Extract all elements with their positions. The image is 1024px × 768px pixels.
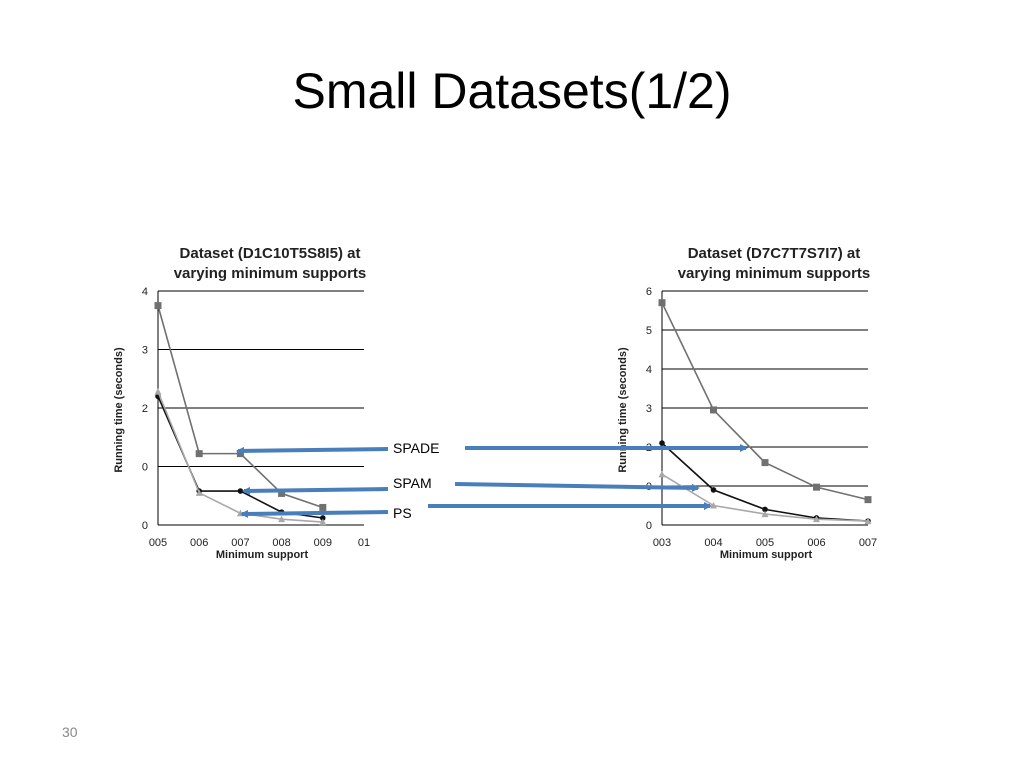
x-axis-label: Minimum support <box>216 549 309 561</box>
data-point <box>710 487 717 493</box>
chart-title-line: Dataset (D1C10T5S8I5) at <box>180 245 361 262</box>
data-point <box>319 503 327 511</box>
chart-title-line: varying minimum supports <box>174 265 367 282</box>
data-point <box>761 459 769 467</box>
y-axis-label: Running time (seconds) <box>113 347 125 473</box>
annotation-spam: SPAM <box>242 475 700 495</box>
data-point <box>237 488 244 494</box>
y-axis-label: Running time (seconds) <box>617 347 629 473</box>
y-tick-label: 0 <box>142 520 148 532</box>
chart-title-line: varying minimum supports <box>678 265 871 282</box>
arrow-to-left-chart <box>240 509 389 518</box>
series-ps <box>658 470 872 525</box>
x-tick-label: 007 <box>859 537 877 549</box>
slide-title: Small Datasets(1/2) <box>292 63 732 119</box>
series-line-spade <box>157 305 324 509</box>
series-spade <box>154 302 327 511</box>
y-tick-label: 2 <box>142 403 148 415</box>
data-point <box>658 299 666 307</box>
x-tick-label: 003 <box>653 537 671 549</box>
data-point <box>320 515 326 521</box>
x-tick-label: 005 <box>149 537 167 549</box>
y-tick-label: 3 <box>142 345 148 357</box>
y-tick-label: 3 <box>646 403 652 415</box>
y-tick-label: 4 <box>142 286 148 298</box>
data-point <box>154 302 162 310</box>
annotation-label: SPADE <box>393 440 439 456</box>
slide-number: 30 <box>62 724 78 740</box>
data-point <box>761 510 769 518</box>
x-tick-label: 008 <box>272 537 290 549</box>
y-tick-label: 0 <box>646 520 652 532</box>
x-tick-label: 009 <box>314 537 332 549</box>
arrow-to-left-chart <box>236 446 389 455</box>
data-point <box>864 517 872 525</box>
annotation-spade: SPADE <box>236 440 748 456</box>
x-tick-label: 006 <box>190 537 208 549</box>
series-spade <box>658 299 872 504</box>
data-point <box>813 515 820 523</box>
data-point <box>195 489 203 496</box>
data-point <box>710 406 717 414</box>
x-tick-label: 01 <box>358 537 370 549</box>
data-point <box>813 483 820 491</box>
data-point <box>319 518 327 526</box>
arrow-to-left-chart <box>242 486 389 495</box>
data-point <box>659 440 665 446</box>
annotation-ps: PS <box>240 502 712 521</box>
y-tick-label: 6 <box>646 286 652 298</box>
data-point <box>154 388 162 395</box>
annotation-label: PS <box>393 505 412 521</box>
arrow-to-right-chart <box>454 482 700 492</box>
chart-title-line: Dataset (D7C7T7S7I7) at <box>688 245 861 262</box>
annotation-label: SPAM <box>393 475 432 491</box>
data-point <box>278 489 286 497</box>
chart-right: Dataset (D7C7T7S7I7) at varying minimum s… <box>617 245 877 561</box>
y-tick-label: 5 <box>646 325 652 337</box>
x-tick-label: 007 <box>231 537 249 549</box>
x-axis-label: Minimum support <box>720 549 813 561</box>
x-tick-label: 005 <box>756 537 774 549</box>
data-point <box>278 515 286 523</box>
chart-left: Dataset (D1C10T5S8I5) at varying minimum … <box>113 245 370 561</box>
y-tick-label: 4 <box>646 364 652 376</box>
series-annotations: SPADE SPAM PS <box>236 440 748 521</box>
y-tick-label: 0 <box>142 462 148 474</box>
x-tick-label: 004 <box>704 537 722 549</box>
data-point <box>658 470 666 478</box>
x-tick-label: 006 <box>807 537 825 549</box>
data-point <box>195 450 203 458</box>
data-point <box>762 506 768 513</box>
data-point <box>864 496 872 504</box>
series-spam <box>155 393 326 521</box>
